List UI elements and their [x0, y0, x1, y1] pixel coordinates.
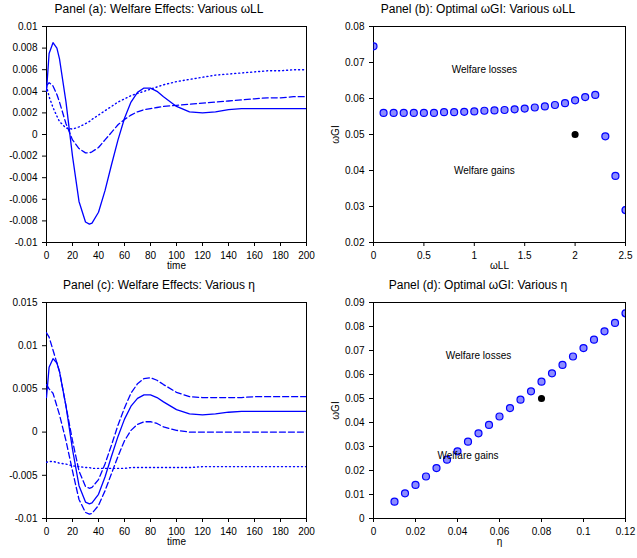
svg-text:200: 200: [298, 250, 315, 261]
svg-text:140: 140: [220, 250, 237, 261]
svg-text:20: 20: [67, 526, 79, 537]
svg-text:time: time: [167, 536, 186, 547]
html-text:Panel (c): Welfare Effects: Va: Panel (c): Welfare Effects: Various η: [63, 278, 255, 292]
svg-text:0.04: 0.04: [448, 526, 468, 537]
svg-text:ωGI: ωGI: [330, 125, 341, 143]
svg-text:Welfare losses: Welfare losses: [452, 64, 517, 75]
svg-text:-0.01: -0.01: [15, 513, 38, 524]
svg-text:0.005: 0.005: [12, 383, 37, 394]
svg-text:0.08: 0.08: [532, 526, 552, 537]
svg-text:0.1: 0.1: [577, 526, 591, 537]
svg-text:0.004: 0.004: [12, 86, 37, 97]
svg-text:0.05: 0.05: [345, 129, 365, 140]
svg-text:0.06: 0.06: [345, 93, 365, 104]
svg-text:Welfare gains: Welfare gains: [438, 450, 499, 461]
svg-text:100: 100: [168, 525, 185, 537]
svg-text:0.03: 0.03: [345, 201, 365, 212]
svg-text:180: 180: [272, 526, 289, 537]
svg-text:0.07: 0.07: [345, 57, 365, 68]
svg-text:Welfare losses: Welfare losses: [446, 350, 511, 361]
svg-text:-0.005: -0.005: [9, 470, 38, 481]
svg-text:80: 80: [145, 250, 157, 261]
svg-text:60: 60: [119, 250, 131, 261]
svg-text:80: 80: [145, 526, 157, 537]
html-text:Panel (a): Welfare Effects: Va: Panel (a): Welfare Effects: Various ωLL: [54, 2, 264, 16]
svg-text:-0.008: -0.008: [9, 215, 38, 226]
svg-text:0.05: 0.05: [345, 393, 365, 404]
svg-text:-0.002: -0.002: [9, 150, 38, 161]
svg-text:0.12: 0.12: [616, 526, 636, 537]
svg-text:140: 140: [220, 526, 237, 537]
svg-text:0.02: 0.02: [345, 465, 365, 476]
svg-text:η: η: [497, 536, 503, 547]
svg-text:0.04: 0.04: [345, 417, 365, 428]
svg-text:Welfare gains: Welfare gains: [454, 165, 515, 176]
svg-text:0.015: 0.015: [12, 297, 37, 308]
svg-text:0: 0: [371, 250, 377, 261]
svg-text:time: time: [167, 260, 186, 271]
svg-text:160: 160: [246, 526, 263, 537]
svg-text:0.01: 0.01: [18, 21, 38, 32]
svg-text:200: 200: [298, 526, 315, 537]
svg-text:100: 100: [168, 249, 185, 261]
html-text:Panel (b): Optimal ωGI: Variou: Panel (b): Optimal ωGI: Various ωLL: [380, 2, 576, 16]
svg-text:0: 0: [32, 426, 38, 437]
svg-text:160: 160: [246, 250, 263, 261]
svg-text:0.02: 0.02: [406, 526, 426, 537]
svg-text:0: 0: [359, 513, 365, 524]
svg-text:0.01: 0.01: [18, 340, 38, 351]
svg-text:0.008: 0.008: [12, 42, 37, 53]
svg-text:180: 180: [272, 250, 289, 261]
svg-text:ωGI: ωGI: [330, 401, 341, 419]
svg-text:2: 2: [572, 250, 578, 261]
svg-text:1.5: 1.5: [518, 250, 532, 261]
svg-text:2.5: 2.5: [619, 250, 633, 261]
svg-text:40: 40: [93, 250, 105, 261]
svg-text:ωLL: ωLL: [490, 260, 509, 271]
svg-text:0.01: 0.01: [345, 489, 365, 500]
svg-text:0: 0: [44, 526, 50, 537]
svg-text:0.02: 0.02: [345, 237, 365, 248]
svg-text:-0.01: -0.01: [15, 237, 38, 248]
svg-text:0.09: 0.09: [345, 297, 365, 308]
svg-text:0.5: 0.5: [417, 250, 431, 261]
svg-text:-0.004: -0.004: [9, 172, 38, 183]
svg-text:0.08: 0.08: [345, 321, 365, 332]
svg-text:120: 120: [194, 250, 211, 261]
html-text:Panel (d): Optimal ωGI: Variou: Panel (d): Optimal ωGI: Various η: [388, 278, 568, 292]
svg-text:1: 1: [472, 250, 478, 261]
svg-text:0.04: 0.04: [345, 165, 365, 176]
svg-text:0.06: 0.06: [489, 525, 510, 537]
svg-text:120: 120: [194, 526, 211, 537]
svg-text:0.06: 0.06: [345, 369, 365, 380]
svg-text:0.006: 0.006: [12, 64, 37, 75]
svg-text:0.07: 0.07: [345, 345, 365, 356]
svg-text:-0.006: -0.006: [9, 194, 38, 205]
svg-text:0: 0: [44, 250, 50, 261]
svg-text:0.03: 0.03: [345, 441, 365, 452]
svg-text:0.08: 0.08: [345, 21, 365, 32]
svg-text:0.002: 0.002: [12, 107, 37, 118]
svg-text:40: 40: [93, 526, 105, 537]
svg-text:60: 60: [119, 526, 131, 537]
svg-text:0: 0: [32, 129, 38, 140]
svg-text:0: 0: [371, 526, 377, 537]
svg-text:20: 20: [67, 250, 79, 261]
